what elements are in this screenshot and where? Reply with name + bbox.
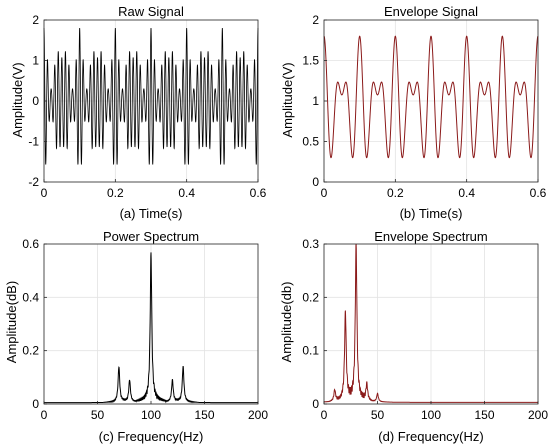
panel-title: Envelope Spectrum [374, 229, 487, 244]
x-tick-label: 0.4 [458, 186, 475, 200]
x-tick-label: 0 [321, 186, 328, 200]
x-tick-label: 50 [91, 408, 105, 422]
x-tick-label: 0.6 [530, 186, 547, 200]
y-tick-label: 1 [32, 54, 39, 68]
y-tick-label: 2 [312, 13, 319, 27]
panel-title: Raw Signal [118, 4, 184, 19]
x-axis-label: (b) Time(s) [400, 206, 463, 221]
y-tick-label: 0.3 [302, 237, 319, 251]
x-tick-label: 0.2 [107, 186, 124, 200]
x-tick-label: 150 [194, 408, 214, 422]
x-tick-label: 100 [421, 408, 441, 422]
x-tick-label: 0 [41, 186, 48, 200]
panel-raw-signal: Raw Signal (a) Time(s) Amplitude(V) 0 0.2… [10, 4, 267, 221]
series-line [44, 252, 258, 404]
panel-title: Envelope Signal [384, 4, 478, 19]
y-tick-label: 0 [312, 175, 319, 189]
x-axis-label: (d) Frequency(Hz) [378, 429, 483, 444]
x-tick-label: 50 [371, 408, 385, 422]
y-tick-label: 0.2 [22, 344, 39, 358]
y-tick-label: 0 [312, 397, 319, 411]
y-axis-label: Amplitude(V) [280, 62, 295, 137]
y-tick-label: 1.5 [302, 54, 319, 68]
y-axis-label: Amplitude(dB) [4, 281, 19, 363]
panel-envelope-spectrum: Envelope Spectrum (d) Frequency(Hz) Ampl… [279, 229, 548, 444]
panel-title: Power Spectrum [103, 229, 199, 244]
y-axis-label: Amplitude(db) [279, 282, 294, 363]
x-tick-label: 0.6 [250, 186, 267, 200]
y-tick-label: 0.5 [302, 135, 319, 149]
x-tick-label: 0.4 [178, 186, 195, 200]
y-tick-label: 1 [312, 94, 319, 108]
y-tick-label: 2 [32, 13, 39, 27]
y-tick-label: -2 [28, 175, 39, 189]
y-axis-label: Amplitude(V) [10, 62, 25, 137]
panel-envelope-signal: Envelope Signal (b) Time(s) Amplitude(V)… [280, 4, 547, 221]
series-line [43, 28, 259, 165]
panel-power-spectrum: Power Spectrum (c) Frequency(Hz) Amplitu… [4, 229, 268, 444]
x-tick-label: 0 [41, 408, 48, 422]
y-tick-label: -1 [28, 135, 39, 149]
x-tick-label: 200 [248, 408, 268, 422]
y-tick-label: 0.6 [22, 237, 39, 251]
x-tick-label: 200 [528, 408, 548, 422]
y-tick-label: 0.4 [22, 290, 39, 304]
x-axis-label: (c) Frequency(Hz) [99, 429, 204, 444]
series-line [323, 35, 539, 159]
x-tick-label: 0.2 [387, 186, 404, 200]
y-tick-label: 0.1 [302, 344, 319, 358]
y-tick-label: 0.2 [302, 290, 319, 304]
y-tick-label: 0 [32, 397, 39, 411]
y-tick-label: 0 [32, 94, 39, 108]
x-axis-label: (a) Time(s) [120, 206, 183, 221]
x-tick-label: 100 [141, 408, 161, 422]
x-tick-label: 0 [321, 408, 328, 422]
x-tick-label: 150 [474, 408, 494, 422]
